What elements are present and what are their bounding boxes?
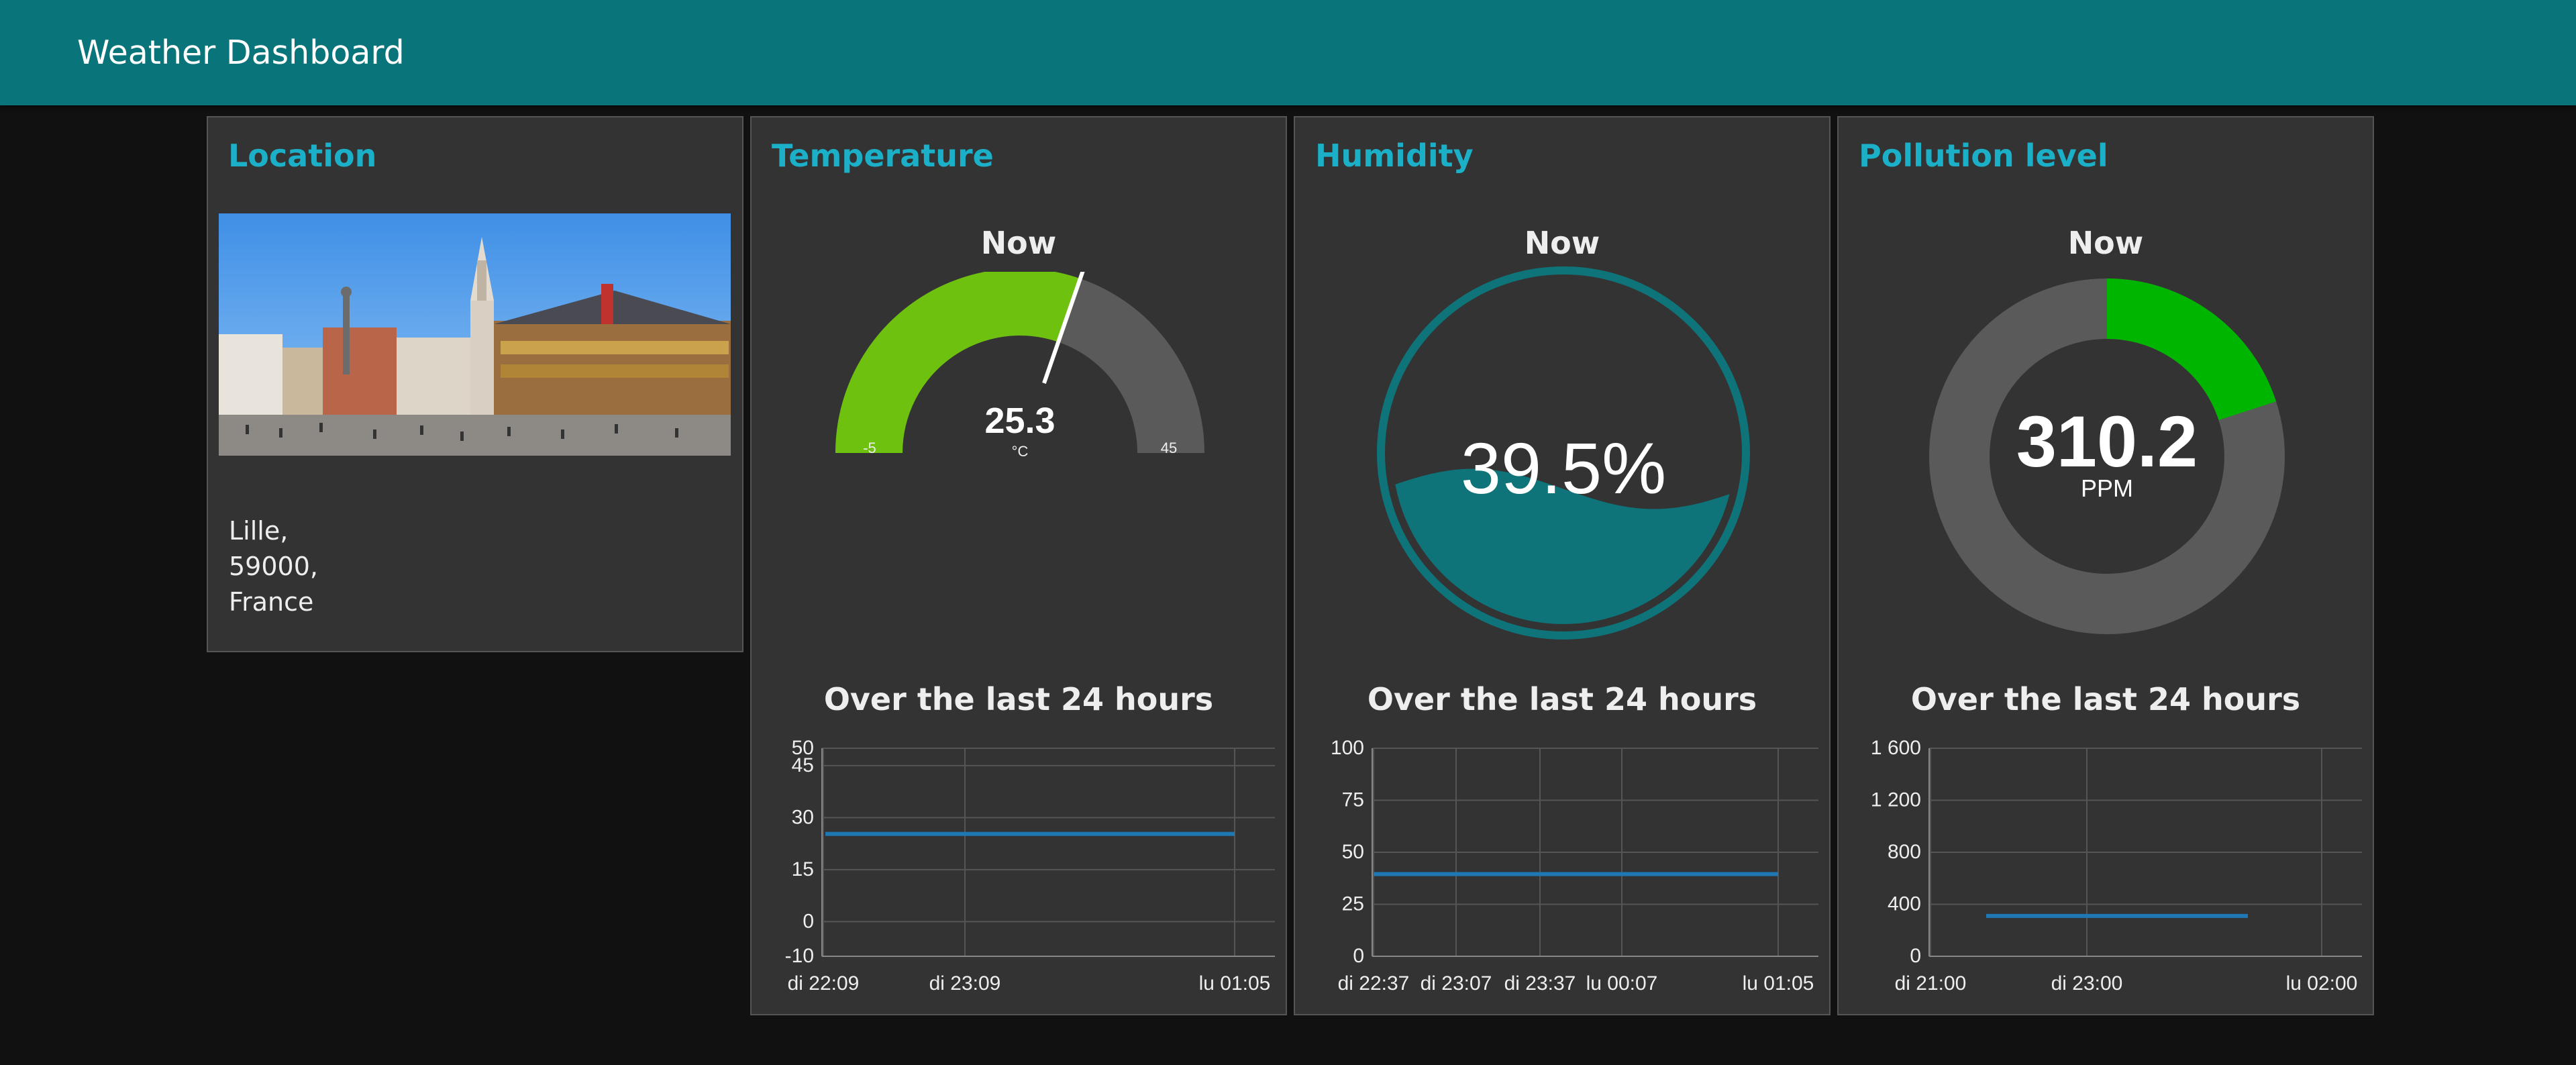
y-tick-label: 30 [792,806,814,828]
location-title: Location [228,138,377,174]
location-card: Location [207,116,743,652]
pollution-donut-gauge: 310.2 PPM [1929,278,2285,634]
y-tick-label: 45 [792,754,814,776]
humidity-history-label: Over the last 24 hours [1367,681,1757,717]
humidity-history-chart: 100 75 50 25 0 di 22:37 di 23:07 di 23:37 lu 00:… [1331,737,1818,995]
temperature-card: Temperature Now 25.3 °C -5 45 Over the l… [750,116,1287,1015]
humidity-now-label: Now [1524,225,1600,261]
y-tick-label: 0 [1353,945,1364,967]
pollution-history-label: Over the last 24 hours [1910,681,2301,717]
gauge-needle [1042,272,1085,385]
pollution-now-label: Now [2067,225,2144,261]
donut-value-arc [1929,278,2285,634]
location-address: Lille, 59000, France [229,513,318,620]
gauge-min-label: -5 [863,440,876,456]
x-tick-label: lu 01:05 [1743,972,1814,995]
gauge-max-label: 45 [1161,440,1177,456]
pollution-title: Pollution level [1859,138,2108,174]
temperature-history-label: Over the last 24 hours [823,681,1214,717]
top-bar: Weather Dashboard [0,0,2576,105]
y-tick-label: 15 [792,858,814,880]
y-tick-label: 100 [1331,737,1364,759]
pollution-history-chart: 1 600 1 200 800 400 0 di 21:00 di 23:00 lu 02:0… [1871,737,2362,995]
x-tick-label: lu 00:07 [1586,972,1658,995]
x-tick-label: di 23:00 [2051,972,2123,995]
x-tick-label: di 23:37 [1504,972,1576,995]
humidity-card: Humidity Now 39.5% Over the last 24 hour… [1294,116,1831,1015]
gauge-ring [1377,266,1750,640]
gauge-value-arc [835,272,1080,453]
gauge-unit: °C [1012,443,1029,460]
temperature-gauge: 25.3 °C -5 45 [835,272,1204,460]
humidity-level-gauge: 39.5% [1377,266,1750,640]
y-tick-label: 1 200 [1871,789,1921,811]
humidity-title: Humidity [1315,138,1474,174]
y-tick-label: 0 [1910,945,1921,967]
x-tick-label: di 22:37 [1338,972,1410,995]
pollution-card: Pollution level Now 310.2 PPM Over the l… [1837,116,2374,1015]
y-tick-label: 50 [792,737,814,759]
x-tick-label: di 21:00 [1895,972,1967,995]
temperature-now-label: Now [980,225,1057,261]
y-tick-label: 1 600 [1871,737,1921,759]
x-tick-label: lu 02:00 [2286,972,2358,995]
y-tick-label: 400 [1888,893,1921,915]
location-photo [219,213,731,456]
x-tick-label: lu 01:05 [1199,972,1271,995]
address-postcode: 59000, [229,552,318,581]
y-tick-label: -10 [785,945,814,967]
gauge-value: 25.3 [984,401,1055,441]
y-tick-label: 800 [1888,841,1921,863]
address-country: France [229,587,314,617]
y-tick-label: 75 [1342,789,1364,811]
y-tick-label: 50 [1342,841,1364,863]
temperature-title: Temperature [772,138,994,174]
gauge-value: 39.5% [1461,427,1666,509]
y-tick-label: 25 [1342,893,1364,915]
x-tick-label: di 23:09 [929,972,1001,995]
donut-unit: PPM [2081,474,2133,502]
x-tick-label: di 22:09 [788,972,860,995]
address-city: Lille, [229,516,289,546]
y-tick-label: 0 [803,910,814,932]
app-title: Weather Dashboard [77,34,405,72]
donut-value: 310.2 [2016,401,2198,482]
x-tick-label: di 23:07 [1421,972,1492,995]
